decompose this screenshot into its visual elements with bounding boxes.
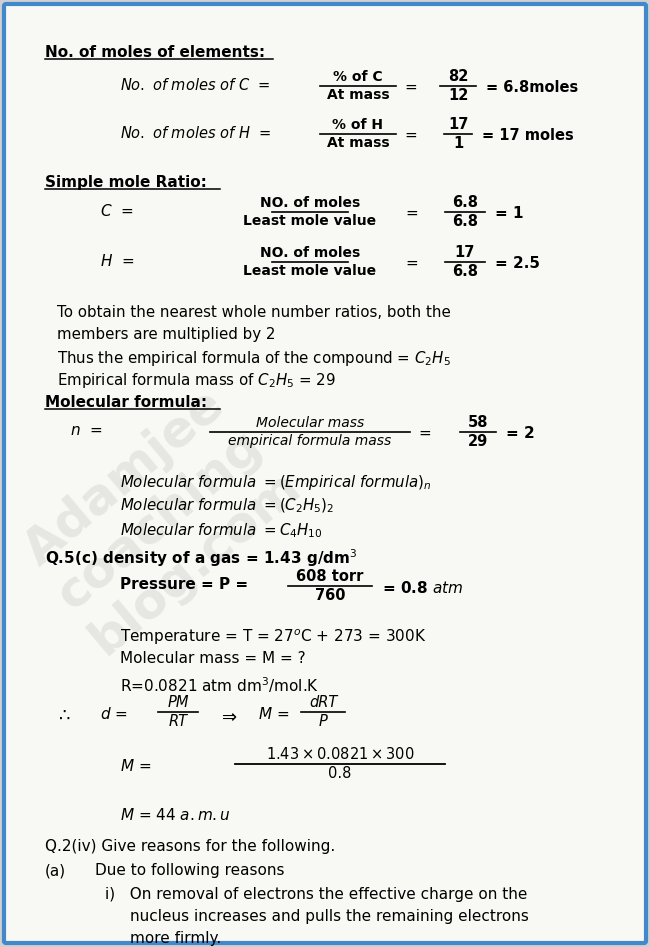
Text: Least mole value: Least mole value bbox=[244, 264, 376, 278]
Text: % of C: % of C bbox=[333, 70, 383, 84]
Text: $\mathit{M}$ = 44 $\mathit{a.m.u}$: $\mathit{M}$ = 44 $\mathit{a.m.u}$ bbox=[120, 807, 231, 823]
Text: $\mathit{M}$ =: $\mathit{M}$ = bbox=[258, 706, 289, 722]
Text: Molecular mass = M = ?: Molecular mass = M = ? bbox=[120, 651, 306, 666]
Text: 17: 17 bbox=[448, 117, 468, 132]
Text: $\mathit{H}$  =: $\mathit{H}$ = bbox=[100, 253, 135, 269]
Text: P: P bbox=[318, 714, 328, 729]
Text: = 6.8moles: = 6.8moles bbox=[486, 80, 578, 95]
Text: Due to following reasons: Due to following reasons bbox=[95, 863, 285, 878]
Text: PM: PM bbox=[167, 695, 188, 710]
Text: At mass: At mass bbox=[327, 136, 389, 150]
Text: $\mathit{No.\ of\ moles\ of\ C}$  =: $\mathit{No.\ of\ moles\ of\ C}$ = bbox=[120, 77, 270, 93]
Text: 1: 1 bbox=[453, 136, 463, 151]
Text: $\mathit{Molecular\ formula\ = (Empirical\ formula)_n}$: $\mathit{Molecular\ formula\ = (Empirica… bbox=[120, 473, 432, 492]
Text: 6.8: 6.8 bbox=[452, 195, 478, 210]
Text: NO. of moles: NO. of moles bbox=[260, 246, 360, 260]
Text: Molecular mass: Molecular mass bbox=[256, 416, 364, 430]
Text: = 2.5: = 2.5 bbox=[495, 256, 540, 271]
Text: Empirical formula mass of $C_2H_5$ = 29: Empirical formula mass of $C_2H_5$ = 29 bbox=[57, 371, 335, 390]
Text: dRT: dRT bbox=[309, 695, 337, 710]
Text: Least mole value: Least mole value bbox=[244, 214, 376, 228]
Text: 29: 29 bbox=[468, 434, 488, 449]
Text: No. of moles of elements:: No. of moles of elements: bbox=[45, 45, 265, 60]
Text: = 17 moles: = 17 moles bbox=[482, 128, 574, 143]
Text: (a): (a) bbox=[45, 863, 66, 878]
Text: $\mathit{Molecular\ formula\ = C_4H_{10}}$: $\mathit{Molecular\ formula\ = C_4H_{10}… bbox=[120, 521, 322, 540]
Text: $\mathit{No.\ of\ moles\ of\ H}$  =: $\mathit{No.\ of\ moles\ of\ H}$ = bbox=[120, 125, 272, 141]
Text: empirical formula mass: empirical formula mass bbox=[228, 434, 391, 448]
Text: 6.8: 6.8 bbox=[452, 264, 478, 279]
Text: $\Rightarrow$: $\Rightarrow$ bbox=[218, 707, 238, 725]
Text: $1.43 \times 0.0821 \times 300$: $1.43 \times 0.0821 \times 300$ bbox=[266, 746, 414, 762]
Text: =: = bbox=[404, 128, 417, 143]
Text: =: = bbox=[404, 80, 417, 95]
Text: $\mathit{M}$ =: $\mathit{M}$ = bbox=[120, 758, 151, 774]
Text: $\mathit{Molecular\ formula\ = (C_2H_5)_2}$: $\mathit{Molecular\ formula\ = (C_2H_5)_… bbox=[120, 497, 335, 515]
Text: =: = bbox=[418, 426, 431, 441]
Text: 6.8: 6.8 bbox=[452, 214, 478, 229]
Text: =: = bbox=[405, 256, 418, 271]
Text: Temperature = T = 27$^o$C + 273 = 300K: Temperature = T = 27$^o$C + 273 = 300K bbox=[120, 627, 426, 647]
Text: = 2: = 2 bbox=[506, 426, 535, 441]
Text: 0.8: 0.8 bbox=[328, 766, 352, 781]
Text: Molecular formula:: Molecular formula: bbox=[45, 395, 207, 410]
Text: Adamjee
coaching
blog.com: Adamjee coaching blog.com bbox=[10, 376, 310, 664]
Text: Thus the empirical formula of the compound = $C_2H_5$: Thus the empirical formula of the compou… bbox=[57, 349, 451, 368]
Text: Q.2(iv) Give reasons for the following.: Q.2(iv) Give reasons for the following. bbox=[45, 839, 335, 854]
Text: % of H: % of H bbox=[333, 118, 384, 132]
Text: 58: 58 bbox=[468, 415, 488, 430]
Text: Simple mole Ratio:: Simple mole Ratio: bbox=[45, 175, 207, 190]
Text: $\mathit{d}$ =: $\mathit{d}$ = bbox=[100, 706, 127, 722]
Text: $\mathit{C}$  =: $\mathit{C}$ = bbox=[100, 203, 133, 219]
Text: members are multiplied by 2: members are multiplied by 2 bbox=[57, 327, 276, 342]
Text: nucleus increases and pulls the remaining electrons: nucleus increases and pulls the remainin… bbox=[130, 909, 529, 924]
Text: Q.5(c) density of a gas = 1.43 g/dm$^3$: Q.5(c) density of a gas = 1.43 g/dm$^3$ bbox=[45, 547, 358, 569]
FancyBboxPatch shape bbox=[4, 4, 646, 943]
Text: $\therefore$: $\therefore$ bbox=[55, 706, 71, 724]
Text: i)   On removal of electrons the effective charge on the: i) On removal of electrons the effective… bbox=[105, 887, 527, 902]
Text: more firmly.: more firmly. bbox=[130, 931, 221, 946]
Text: =: = bbox=[405, 206, 418, 221]
Text: $\mathit{n}$  =: $\mathit{n}$ = bbox=[70, 423, 103, 438]
Text: To obtain the nearest whole number ratios, both the: To obtain the nearest whole number ratio… bbox=[57, 305, 450, 320]
Text: 17: 17 bbox=[455, 245, 475, 260]
Text: Pressure = P =: Pressure = P = bbox=[120, 577, 248, 592]
Text: 608 torr: 608 torr bbox=[296, 569, 364, 584]
Text: = 1: = 1 bbox=[495, 206, 523, 221]
Text: 12: 12 bbox=[448, 88, 468, 103]
Text: R=0.0821 atm dm$^3$/mol.K: R=0.0821 atm dm$^3$/mol.K bbox=[120, 675, 319, 695]
Text: = 0.8 $\mathit{atm}$: = 0.8 $\mathit{atm}$ bbox=[382, 580, 463, 596]
Text: NO. of moles: NO. of moles bbox=[260, 196, 360, 210]
Text: 82: 82 bbox=[448, 69, 468, 84]
Text: 760: 760 bbox=[315, 588, 345, 603]
Text: At mass: At mass bbox=[327, 88, 389, 102]
Text: RT: RT bbox=[168, 714, 187, 729]
